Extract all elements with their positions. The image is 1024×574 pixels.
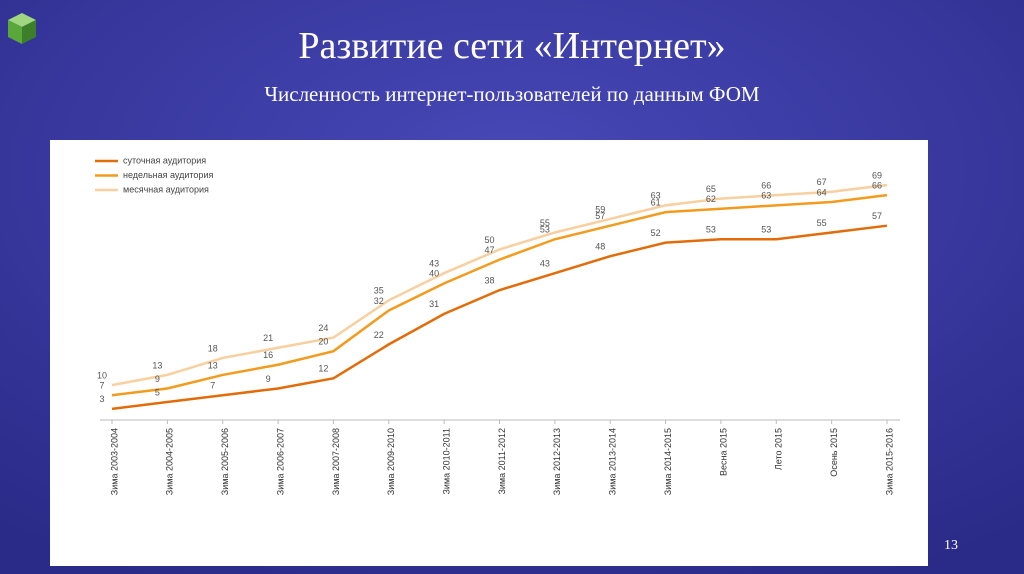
value-label: 22 (374, 330, 384, 340)
value-label: 55 (540, 218, 550, 228)
value-label: 50 (484, 235, 494, 245)
value-label: 40 (429, 269, 439, 279)
x-tick-label: Лето 2015 (774, 428, 784, 470)
value-label: 3 (99, 394, 104, 404)
value-label: 53 (706, 225, 716, 235)
series-line (111, 193, 888, 397)
value-label: 57 (595, 211, 605, 221)
value-label: 63 (761, 191, 771, 201)
value-label: 7 (210, 381, 215, 391)
value-label: 69 (872, 170, 882, 180)
legend-label: месячная аудитория (123, 184, 209, 194)
value-label: 67 (817, 177, 827, 187)
legend-label: недельная аудитория (123, 170, 213, 180)
value-label: 55 (817, 218, 827, 228)
value-label: 7 (99, 381, 104, 391)
slide-title: Развитие сети «Интернет» (298, 25, 725, 67)
value-label: 5 (155, 387, 160, 397)
value-label: 20 (318, 337, 328, 347)
value-label: 35 (374, 286, 384, 296)
x-tick-label: Зима 2004-2005 (165, 428, 175, 495)
x-tick-label: Зима 2010-2011 (442, 428, 452, 495)
x-tick-label: Зима 2012-2013 (552, 428, 562, 495)
series-line (111, 183, 888, 387)
x-tick-label: Зима 2005-2006 (220, 428, 230, 495)
value-label: 66 (872, 181, 882, 191)
slide-subtitle: Численность интернет-пользователей по да… (264, 82, 760, 106)
value-label: 62 (706, 194, 716, 204)
chart-panel (50, 140, 928, 566)
value-label: 64 (817, 187, 827, 197)
legend-label: суточная аудитория (123, 155, 206, 165)
x-tick-label: Весна 2015 (718, 428, 728, 476)
value-label: 57 (872, 211, 882, 221)
value-label: 31 (429, 299, 439, 309)
value-label: 52 (651, 228, 661, 238)
value-label: 9 (266, 374, 271, 384)
series-line (111, 224, 888, 411)
x-tick-label: Зима 2011-2012 (497, 428, 507, 495)
value-label: 43 (540, 259, 550, 269)
value-label: 65 (706, 184, 716, 194)
x-tick-label: Зима 2013-2014 (608, 428, 618, 495)
value-label: 53 (540, 225, 550, 235)
x-tick-label: Зима 2006-2007 (275, 428, 285, 495)
page-number: 13 (944, 538, 958, 553)
value-label: 32 (374, 296, 384, 306)
x-tick-label: Зима 2015-2016 (884, 428, 894, 495)
value-label: 9 (155, 374, 160, 384)
x-tick-label: Зима 2014-2015 (663, 428, 673, 495)
x-tick-label: Осень 2015 (829, 428, 839, 477)
x-tick-label: Зима 2003-2004 (109, 428, 119, 495)
value-label: 16 (263, 350, 273, 360)
value-label: 18 (208, 343, 218, 353)
value-label: 13 (208, 360, 218, 370)
value-label: 63 (651, 191, 661, 201)
logo (8, 13, 36, 44)
x-tick-label: Зима 2007-2008 (331, 428, 341, 495)
value-label: 59 (595, 204, 605, 214)
value-label: 66 (761, 181, 771, 191)
x-tick-label: Зима 2009-2010 (386, 428, 396, 495)
value-label: 38 (484, 276, 494, 286)
value-label: 47 (484, 245, 494, 255)
value-label: 24 (318, 323, 328, 333)
value-label: 61 (651, 198, 661, 208)
value-label: 10 (97, 370, 107, 380)
value-label: 43 (429, 259, 439, 269)
value-label: 21 (263, 333, 273, 343)
value-label: 53 (761, 225, 771, 235)
value-label: 12 (318, 364, 328, 374)
value-label: 13 (152, 360, 162, 370)
value-label: 48 (595, 242, 605, 252)
